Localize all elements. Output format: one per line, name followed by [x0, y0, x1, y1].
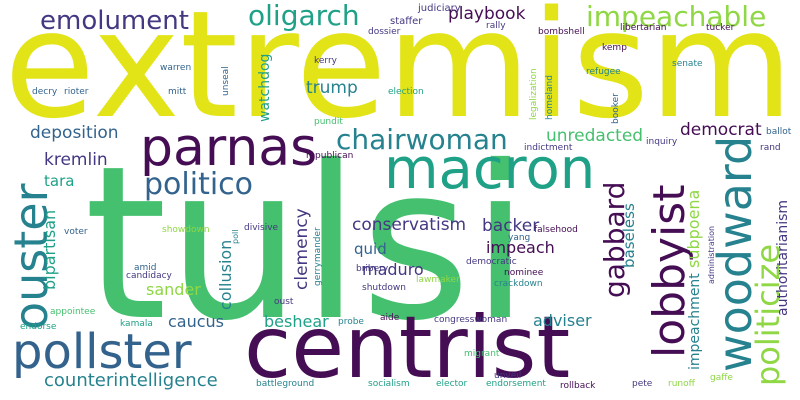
word: shutdown: [362, 283, 406, 293]
word: dossier: [368, 27, 401, 37]
word: sander: [146, 280, 201, 299]
word: subpoena: [684, 189, 703, 268]
word: administration: [707, 225, 716, 284]
word: tara: [44, 172, 75, 190]
word: booker: [611, 93, 621, 124]
word: macron: [384, 137, 596, 202]
word: bribery: [356, 264, 389, 274]
word: homeland: [545, 75, 555, 120]
word: adviser: [533, 311, 592, 330]
word: crackdown: [494, 279, 543, 289]
word: watchdog: [257, 53, 273, 122]
word: battleground: [256, 379, 315, 389]
word: indictment: [524, 143, 573, 153]
word: baseless: [620, 203, 638, 268]
word: libertarian: [620, 23, 667, 33]
word: showdown: [162, 225, 210, 235]
word: rally: [486, 21, 506, 31]
word: oligarch: [248, 0, 360, 32]
word: runoff: [668, 379, 695, 389]
word: rand: [760, 143, 781, 153]
word: backer: [482, 216, 540, 236]
word: tulsi: [84, 120, 530, 367]
word: migrant: [464, 349, 500, 359]
word: impeach: [486, 238, 555, 257]
word: probe: [338, 317, 364, 327]
word: poll: [231, 229, 240, 244]
word: legalization: [529, 68, 539, 120]
word: refugee: [586, 67, 621, 77]
word: emolument: [40, 6, 189, 36]
word: voter: [64, 227, 88, 237]
word: divisive: [244, 223, 279, 233]
word: appointee: [50, 307, 96, 317]
word: pundit: [314, 117, 343, 127]
word: endorse: [20, 322, 57, 332]
word: extremism: [4, 0, 794, 151]
word: parnas: [140, 118, 318, 178]
word: pete: [632, 379, 653, 389]
word: gerrymander: [313, 227, 323, 286]
word: unseal: [221, 66, 231, 96]
word: warren: [160, 63, 192, 73]
word: impeachment: [687, 273, 703, 370]
word: mitt: [168, 87, 187, 97]
word: decry: [32, 87, 58, 97]
word: bipartisan: [40, 209, 59, 290]
word: rioter: [64, 87, 89, 97]
word: yang: [508, 233, 531, 243]
word: quid: [354, 240, 387, 258]
word: senate: [672, 59, 703, 69]
word: authoritarianism: [775, 199, 791, 316]
word: aide: [380, 313, 400, 323]
word: conservatism: [352, 215, 467, 235]
word: elector: [436, 379, 468, 389]
word: bombshell: [538, 27, 585, 37]
word: kemp: [602, 43, 627, 53]
word: republican: [306, 151, 354, 161]
word: collusion: [216, 239, 235, 310]
word: tucker: [706, 23, 735, 33]
word: nominee: [504, 268, 544, 278]
word: pollster: [12, 324, 192, 380]
word: caucus: [168, 312, 225, 331]
word: gaffe: [710, 373, 733, 383]
word: beshear: [264, 312, 329, 331]
word: centrist: [244, 298, 571, 398]
word: clemency: [292, 208, 312, 290]
word: ballot: [766, 127, 792, 137]
word: deposition: [30, 123, 119, 143]
word: inquiry: [646, 137, 678, 147]
word: socialism: [368, 379, 410, 389]
word: kerry: [314, 56, 337, 66]
word: judiciary: [418, 3, 461, 14]
word: oust: [274, 297, 294, 307]
word: maduro: [362, 260, 424, 279]
word: politico: [144, 167, 254, 202]
word: unredacted: [546, 126, 644, 146]
word: candidacy: [126, 271, 172, 281]
word: falsehood: [534, 225, 578, 235]
word: chairwoman: [336, 123, 508, 156]
word: kremlin: [44, 150, 108, 170]
word: trump: [306, 78, 358, 98]
word: playbook: [448, 4, 526, 24]
word: unveil: [494, 371, 522, 381]
word: lawmaker: [416, 275, 460, 285]
word: amid: [134, 263, 157, 273]
word: election: [388, 87, 424, 97]
word: rollback: [560, 381, 596, 391]
word: impeachable: [586, 0, 767, 33]
word: democratic: [466, 257, 517, 267]
word: congresswoman: [434, 315, 508, 325]
word: staffer: [390, 16, 423, 27]
word: endorsement: [486, 379, 546, 389]
word: counterintelligence: [44, 370, 218, 391]
word: kamala: [120, 319, 153, 329]
word: democrat: [680, 120, 762, 140]
